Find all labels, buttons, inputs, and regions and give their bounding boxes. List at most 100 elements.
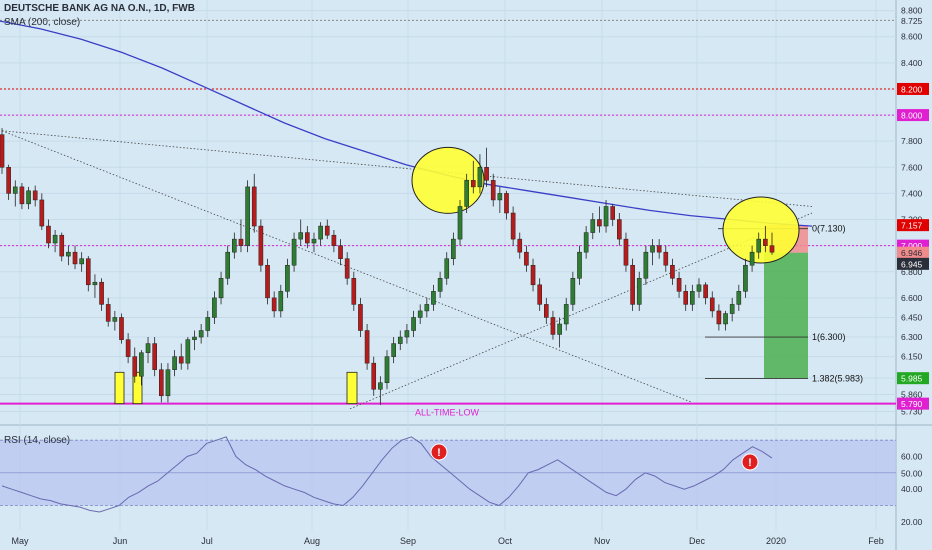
- candle-body: [245, 186, 250, 246]
- candle-body: [769, 245, 775, 253]
- rsi-badge: [897, 466, 929, 479]
- price-badge: [897, 246, 929, 259]
- candle-body: [563, 304, 569, 325]
- low-highlight-box: [346, 371, 358, 405]
- y-tick-label: 6.150: [901, 352, 923, 362]
- candle-body: [52, 234, 58, 244]
- candle-body: [444, 258, 450, 279]
- price-badge: [897, 82, 929, 95]
- candle-body: [517, 238, 523, 253]
- x-tick-label: Aug: [304, 536, 320, 546]
- low-highlight-box: [132, 371, 143, 405]
- candle-body: [490, 180, 496, 201]
- candle-body: [85, 258, 91, 286]
- candle-body: [477, 167, 483, 188]
- fib-label: 1.382(5.983): [812, 373, 863, 383]
- highlight-circle: [722, 196, 800, 264]
- candle-body: [510, 212, 516, 240]
- x-tick-label: Nov: [594, 536, 611, 546]
- y-tick-label: 5.860: [901, 389, 923, 399]
- y-tick-label: 8.800: [901, 6, 923, 16]
- candle-body: [643, 251, 649, 279]
- price-badge-value: 8.200: [901, 84, 923, 94]
- price-badge-value: 8.000: [901, 111, 923, 121]
- candle-body: [165, 369, 171, 397]
- candle-body: [178, 356, 184, 364]
- candle-body: [66, 251, 71, 257]
- candle-body: [723, 313, 728, 325]
- y-tick-label: 8.600: [901, 32, 923, 42]
- x-tick-label: May: [11, 536, 29, 546]
- y-tick-label: 5.730: [901, 406, 923, 416]
- candle-body: [305, 232, 310, 244]
- candle-body: [324, 225, 330, 236]
- candle-body: [650, 245, 655, 253]
- candle-body: [344, 258, 350, 279]
- candle-body: [6, 167, 11, 194]
- candle-body: [32, 190, 38, 201]
- candle-body: [431, 291, 436, 305]
- candle-body: [570, 278, 576, 305]
- candle-body: [610, 206, 615, 220]
- candle-body: [497, 193, 503, 201]
- candle-body: [484, 167, 489, 181]
- y-tick-label: 6.300: [901, 332, 923, 342]
- candle-body: [105, 304, 111, 322]
- alert-marker-text: !: [748, 457, 752, 469]
- candle-body: [225, 251, 230, 279]
- alert-marker-text: !: [437, 447, 441, 459]
- alert-marker-icon: [741, 453, 759, 471]
- rsi-tick-label: 40.00: [901, 484, 923, 494]
- candle-body: [690, 291, 695, 305]
- candle-body: [709, 297, 715, 312]
- x-tick-label: Jun: [113, 536, 128, 546]
- candle-body: [663, 251, 669, 266]
- candle-body: [557, 323, 562, 335]
- candle-body: [537, 284, 542, 305]
- low-highlight-box: [114, 371, 125, 405]
- candle-body: [583, 232, 589, 253]
- fib-label: 0(7.130): [812, 224, 846, 234]
- candle-body: [72, 251, 78, 265]
- alert-marker-icon: [430, 443, 448, 461]
- candle-body: [590, 219, 596, 233]
- candle-body: [258, 225, 264, 266]
- price-badge-value: 6.946: [901, 248, 923, 258]
- trend-line-upper: [1, 130, 813, 207]
- candle-body: [676, 278, 682, 292]
- candle-body: [99, 281, 104, 305]
- candle-body: [205, 317, 211, 331]
- chart-title: DEUTSCHE BANK AG NA O.N., 1D, FWB: [4, 3, 195, 14]
- candle-body: [0, 134, 5, 168]
- candle-body: [172, 356, 177, 370]
- x-tick-label: 2020: [766, 536, 786, 546]
- candle-body: [238, 238, 244, 246]
- price-badge: [897, 109, 929, 122]
- fib-label: 1(6.300): [812, 332, 846, 342]
- candle-body: [424, 304, 430, 312]
- candle-body: [232, 238, 237, 253]
- candle-body: [26, 190, 31, 205]
- x-tick-label: Sep: [400, 536, 416, 546]
- candle-body: [351, 278, 357, 305]
- candle-body: [636, 278, 642, 305]
- sma-200-line: [0, 20, 813, 227]
- candle-body: [198, 330, 204, 338]
- candle-body: [597, 219, 602, 227]
- x-tick-label: Oct: [498, 536, 513, 546]
- candle-body: [185, 339, 191, 364]
- candle-body: [743, 264, 748, 292]
- candle-body: [617, 219, 622, 240]
- candle-body: [145, 343, 151, 353]
- rsi-badge-value: 50.00: [901, 468, 923, 478]
- candle-body: [139, 352, 144, 377]
- candle-body: [437, 278, 443, 292]
- price-badge: [897, 14, 929, 27]
- candle-body: [291, 238, 297, 266]
- price-badge-value: 8.725: [901, 16, 923, 26]
- candle-body: [378, 382, 383, 390]
- candle-body: [417, 310, 423, 318]
- candle-body: [696, 284, 702, 292]
- price-badge-value: 7.000: [901, 241, 923, 251]
- candle-body: [285, 264, 290, 292]
